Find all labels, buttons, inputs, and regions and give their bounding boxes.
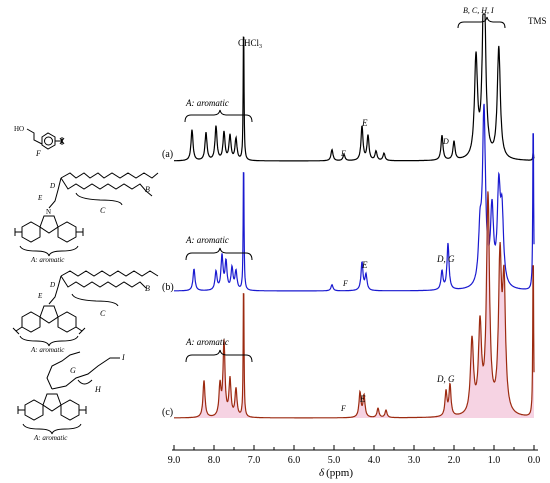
struct4-aromatic: A: aromatic xyxy=(33,434,68,442)
struct3-E: E xyxy=(37,292,43,300)
struct1-end-cap xyxy=(55,137,65,145)
label-F-a: F xyxy=(340,149,346,158)
struct2-brace xyxy=(75,192,123,206)
struct2-aromatic: A: aromatic xyxy=(30,256,65,264)
label-DG-c: D, G xyxy=(436,374,455,384)
label-DG-b: D, G xyxy=(436,254,455,264)
x-tick-label-1: 8.0 xyxy=(208,455,221,466)
struct4-H: H xyxy=(94,385,102,394)
struct2-N: N xyxy=(46,208,51,216)
chcl3-label: CHCl3 xyxy=(238,38,262,50)
struct2-chain-top xyxy=(60,172,159,179)
structure-carbazole-branched: D E B C N A: aromatic xyxy=(14,172,159,264)
label-D-a: D xyxy=(442,137,449,146)
struct3-C: C xyxy=(100,309,106,318)
label-F-c: F xyxy=(340,404,346,413)
struct4-left-ring xyxy=(24,399,44,421)
x-axis-title: δ (ppm) xyxy=(319,467,353,479)
x-tick-label-5: 4.0 xyxy=(368,455,381,466)
struct1-ho: HO xyxy=(14,125,24,133)
struct4-G: G xyxy=(70,366,76,375)
struct2-right-ring xyxy=(57,221,77,243)
struct3-chain-top xyxy=(60,270,159,277)
structure-benzyl-alcohol: HO F xyxy=(14,125,65,158)
struct4-brace xyxy=(77,379,93,385)
x-tick-label-7: 2.0 xyxy=(448,455,461,466)
struct2-end-caps xyxy=(14,228,84,236)
struct3-B: B xyxy=(145,284,150,293)
bchi-label: B, C, H, I xyxy=(463,6,494,15)
struct4-five-ring xyxy=(42,393,62,412)
struct2-B: B xyxy=(145,185,150,194)
bchi-bracket xyxy=(457,16,506,29)
x-tick-label-6: 3.0 xyxy=(408,455,421,466)
struct2-chain-bottom xyxy=(60,177,153,197)
aromatic-bracket-a xyxy=(184,109,253,123)
struct4-end-caps xyxy=(17,406,87,414)
struct2-link xyxy=(48,177,62,209)
spectra-area xyxy=(174,13,535,419)
label-E-c: E xyxy=(359,394,366,404)
struct1-ch2-bond xyxy=(26,128,43,145)
aromatic-label-a: A: aromatic xyxy=(185,98,229,108)
struct2-left-ring xyxy=(21,221,41,243)
struct1-ring xyxy=(41,132,56,150)
struct4-right-ring xyxy=(60,399,80,421)
x-tick-label-4: 5.0 xyxy=(328,455,341,466)
struct4-chain-left xyxy=(46,351,81,390)
label-E-a: E xyxy=(361,118,368,128)
struct3-pyrrole xyxy=(39,305,59,324)
label-F-b: F xyxy=(342,279,348,288)
struct3-aromatic: A: aromatic xyxy=(30,346,65,354)
aromatic-bracket-c xyxy=(185,349,253,363)
series-label-c: (c) xyxy=(162,407,173,418)
x-tick-label-0: 9.0 xyxy=(168,455,181,466)
struct4-I: I xyxy=(121,353,125,362)
structure-carbazole-27: D E B C A: aromatic xyxy=(12,270,159,354)
series-line-1 xyxy=(174,103,535,292)
struct3-right-ring xyxy=(57,311,77,333)
struct2-E: E xyxy=(37,194,43,202)
struct4-aromatic-brace xyxy=(22,423,82,435)
series-label-a: (a) xyxy=(162,149,173,160)
x-tick-label-3: 6.0 xyxy=(288,455,301,466)
x-tick-label-8: 1.0 xyxy=(488,455,501,466)
struct1-F: F xyxy=(35,149,41,158)
series-line-0 xyxy=(174,13,535,162)
struct1-ring-circle xyxy=(44,136,53,146)
struct3-end-caps xyxy=(12,326,86,335)
aromatic-bracket-b xyxy=(185,247,253,261)
struct2-D: D xyxy=(49,182,55,190)
struct2-C: C xyxy=(100,206,106,215)
struct2-pyrrole xyxy=(39,215,59,234)
tms-label: TMS xyxy=(528,16,547,26)
struct3-chain-bottom xyxy=(60,275,147,289)
struct3-brace xyxy=(71,293,119,307)
struct2-aromatic-brace xyxy=(19,245,79,257)
struct3-link xyxy=(48,275,62,305)
x-tick-label-2: 7.0 xyxy=(248,455,261,466)
x-axis: 9.0 8.0 7.0 6.0 5.0 4.0 3.0 2.0 1.0 0.0 xyxy=(168,445,541,466)
struct3-D: D xyxy=(49,281,55,289)
label-E-b: E xyxy=(361,260,368,270)
aromatic-label-b: A: aromatic xyxy=(185,235,229,245)
struct4-chain-right xyxy=(51,357,120,390)
struct3-aromatic-brace xyxy=(19,335,79,347)
struct3-left-ring xyxy=(21,311,41,333)
aromatic-label-c: A: aromatic xyxy=(185,337,229,347)
series-label-b: (b) xyxy=(162,282,174,293)
series-fill-2 xyxy=(174,191,534,418)
series-line-2 xyxy=(174,191,535,419)
x-tick-label-9: 0.0 xyxy=(528,455,541,466)
structure-fluorene: G I H A: aromatic xyxy=(17,351,125,442)
